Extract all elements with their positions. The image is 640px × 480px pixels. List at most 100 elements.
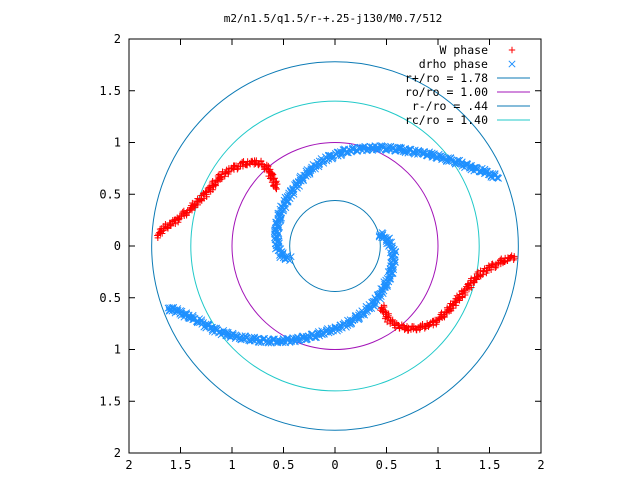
- w-phase-point: [446, 303, 453, 310]
- w-phase-point: [501, 258, 509, 265]
- w-phase-point: [273, 178, 280, 185]
- drho-phase-point: [345, 317, 353, 325]
- w-phase-point: [237, 163, 244, 170]
- legend-label: rc/ro = 1.40: [405, 113, 488, 127]
- drho-phase-point: [380, 287, 388, 295]
- w-phase-point: [474, 268, 482, 276]
- drho-phase-point: [192, 317, 201, 325]
- drho-phase-point: [275, 237, 283, 245]
- w-phase-point: [511, 253, 518, 260]
- w-phase-point: [413, 327, 420, 334]
- w-phase-point: [272, 184, 279, 191]
- drho-phase-point: [292, 179, 300, 187]
- w-phase-point: [269, 170, 276, 178]
- x-tick-label: 0: [331, 458, 338, 472]
- drho-phase-point: [357, 311, 365, 319]
- w-phase-point: [204, 184, 212, 192]
- w-phase-point: [268, 179, 276, 186]
- drho-phase-point: [368, 304, 376, 313]
- x-tick-label: 1: [434, 458, 441, 472]
- w-phase-point: [380, 309, 387, 316]
- w-phase-point: [507, 254, 514, 261]
- w-phase-point: [477, 267, 484, 274]
- w-phase-point: [216, 174, 224, 181]
- legend-label: drho phase: [419, 57, 488, 71]
- drho-phase-point: [508, 60, 516, 68]
- drho-phase-point: [274, 230, 282, 238]
- w-phase-point: [472, 275, 480, 282]
- w-phase-point: [234, 166, 241, 173]
- drho-phase-point: [381, 283, 390, 291]
- drho-phase-point: [433, 153, 441, 161]
- w-phase-point: [222, 169, 229, 177]
- x-tick-label: 0.5: [376, 458, 398, 472]
- drho-phase-point: [493, 174, 501, 182]
- drho-phase-point: [392, 146, 400, 154]
- x-tick-label: 1.5: [170, 458, 192, 472]
- drho-phase-point: [198, 316, 206, 324]
- w-phase-point: [191, 201, 198, 208]
- drho-phase-point: [320, 159, 328, 167]
- circle-r: [289, 199, 381, 293]
- legend-label: r-/ro = .44: [412, 99, 488, 113]
- w-phase-point: [273, 180, 281, 188]
- phase-series: [154, 142, 518, 347]
- w-phase-point: [436, 315, 443, 323]
- x-tick-label: 1.5: [479, 458, 501, 472]
- w-phase-point: [183, 209, 190, 216]
- w-phase-point: [157, 228, 164, 236]
- circle-rc: [190, 100, 480, 392]
- w-phase-point: [508, 46, 516, 54]
- y-tick-label: 1: [114, 343, 121, 357]
- w-phase-point: [483, 267, 490, 275]
- drho-phase-point: [360, 311, 369, 319]
- axis-ticks: 2 1.5 1 0.5 0 0.5 1 1.5 221.510.500.511.52: [99, 32, 544, 472]
- legend-label: r+/ro = 1.78: [405, 71, 488, 85]
- w-phase-point: [379, 306, 387, 313]
- drho-phase-point: [382, 144, 390, 152]
- w-phase-point: [273, 185, 280, 193]
- drho-phase-point: [279, 207, 287, 215]
- drho-phase-point: [245, 336, 253, 345]
- legend-label: W phase: [440, 43, 489, 57]
- w-phase-point: [410, 323, 418, 330]
- drho-phase-point: [385, 239, 393, 247]
- drho-phase-point: [494, 174, 502, 182]
- w-phase-point: [178, 212, 185, 220]
- w-phase-point: [180, 207, 188, 215]
- x-tick-label: 2: [125, 458, 132, 472]
- drho-phase-point: [336, 321, 344, 329]
- w-phase-point: [461, 286, 468, 294]
- drho-phase-point: [166, 304, 174, 312]
- w-phase-point: [465, 282, 473, 289]
- y-tick-label: 0: [114, 239, 121, 253]
- drho-phase-point: [329, 154, 337, 162]
- w-phase-point: [416, 326, 423, 333]
- drho-phase-point: [256, 337, 265, 345]
- drho-phase-point: [473, 166, 481, 174]
- drho-phase-point: [363, 146, 371, 154]
- drho-phase-point: [329, 327, 337, 335]
- drho-phase-point: [320, 330, 328, 338]
- w-phase-point: [458, 287, 466, 295]
- w-phase-point: [381, 315, 389, 322]
- w-phase-point: [492, 264, 499, 272]
- w-phase-point: [389, 318, 396, 325]
- y-tick-label: 2: [114, 446, 121, 460]
- drho-phase-series: [164, 142, 502, 347]
- w-phase-point: [266, 168, 273, 175]
- x-tick-label: 2: [537, 458, 544, 472]
- drho-phase-point: [292, 334, 300, 342]
- w-phase-point: [456, 297, 463, 304]
- drho-phase-point: [347, 148, 355, 156]
- drho-phase-point: [165, 306, 173, 314]
- x-tick-label: 0.5: [273, 458, 295, 472]
- x-tick-label: 1: [228, 458, 235, 472]
- w-phase-point: [486, 264, 493, 271]
- drho-phase-point: [380, 234, 388, 242]
- w-phase-point: [187, 206, 194, 213]
- legend-label: ro/ro = 1.00: [405, 85, 488, 99]
- w-phase-point: [207, 184, 215, 191]
